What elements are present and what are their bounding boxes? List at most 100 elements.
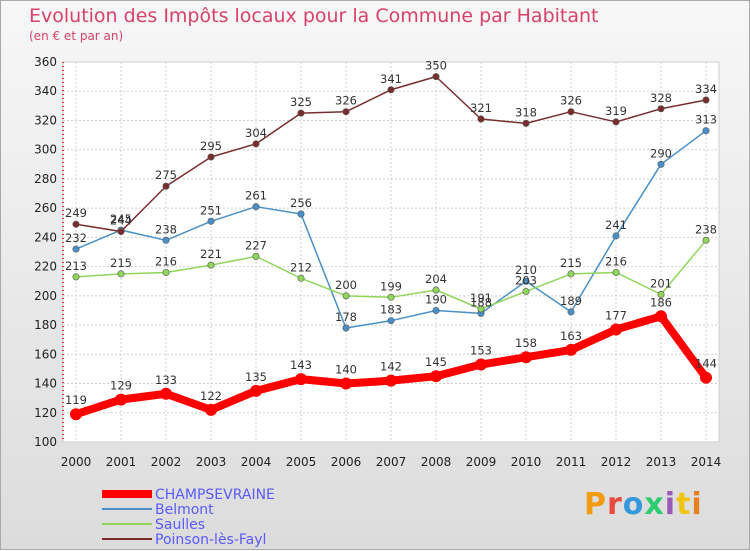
data-label-poinson-l-s-fayl: 304 [245,126,267,140]
data-point-champsevraine [475,358,487,371]
data-point-belmont [162,236,170,244]
data-label-saulles: 227 [245,238,267,252]
logo-letter: P [584,487,607,522]
data-label-saulles: 238 [695,222,717,236]
data-label-saulles: 221 [200,247,222,261]
data-label-champsevraine: 119 [65,393,87,407]
data-point-belmont [387,317,395,325]
x-tick-label: 2014 [691,455,722,469]
x-tick-label: 2001 [106,455,137,469]
data-label-saulles: 216 [155,254,177,268]
legend-label: Belmont [155,502,214,518]
y-tick-label: 300 [34,143,57,157]
legend-label: CHAMPSEVRAINE [155,487,275,503]
data-point-saulles [162,268,170,276]
data-label-saulles: 204 [425,272,447,286]
x-tick-label: 2004 [241,455,272,469]
data-point-saulles [657,290,665,298]
data-label-poinson-l-s-fayl: 328 [650,91,672,105]
data-labels: 232 245 238 251 261 256 178 183 190 188 210 189 241 2… [65,59,717,408]
x-tick-label: 2008 [421,455,452,469]
data-point-saulles [387,293,395,301]
data-label-poinson-l-s-fayl: 350 [425,59,447,73]
data-point-belmont [297,210,305,218]
x-tick-label: 2006 [331,455,362,469]
data-label-champsevraine: 153 [470,344,492,358]
data-point-saulles [702,236,710,244]
data-point-saulles [432,286,440,294]
y-tick-label: 340 [34,84,57,98]
data-label-saulles: 215 [560,256,582,270]
y-tick-label: 100 [34,435,57,449]
data-point-poinson-l-s-fayl [522,119,530,127]
data-label-belmont: 290 [650,146,672,160]
x-tick-label: 2007 [376,455,407,469]
data-label-poinson-l-s-fayl: 319 [605,104,627,118]
data-label-belmont: 251 [200,203,222,217]
y-tick-label: 260 [34,201,57,215]
data-label-poinson-l-s-fayl: 244 [110,214,132,228]
data-label-belmont: 261 [245,189,267,203]
data-point-saulles [612,268,620,276]
chart-subtitle: (en € et par an) [29,29,124,43]
data-label-champsevraine: 163 [560,329,582,343]
data-point-poinson-l-s-fayl [297,109,305,117]
data-label-champsevraine: 140 [335,363,357,377]
data-label-champsevraine: 177 [605,308,627,322]
data-point-poinson-l-s-fayl [702,96,710,104]
data-label-poinson-l-s-fayl: 341 [380,72,402,86]
data-point-saulles [477,305,485,313]
data-point-belmont [432,306,440,314]
y-tick-label: 160 [34,347,57,361]
data-point-saulles [297,274,305,282]
data-point-champsevraine [610,323,622,336]
y-tick-label: 200 [34,289,57,303]
data-point-champsevraine [655,310,667,323]
data-label-saulles: 212 [290,260,312,274]
data-label-belmont: 256 [290,196,312,210]
data-point-champsevraine [340,377,352,390]
data-label-champsevraine: 143 [290,358,312,372]
y-tick-label: 180 [34,318,57,332]
data-point-champsevraine [430,370,442,383]
x-tick-label: 2011 [556,455,587,469]
data-point-champsevraine [250,384,262,397]
data-point-poinson-l-s-fayl [432,73,440,81]
data-point-belmont [72,245,80,253]
data-label-saulles: 200 [335,278,357,292]
data-point-saulles [117,270,125,278]
y-tick-label: 220 [34,260,57,274]
data-point-belmont [252,203,260,211]
y-tick-label: 360 [34,55,57,69]
logo-letter: t [676,487,692,522]
y-tick-label: 240 [34,230,57,244]
x-tick-label: 2012 [601,455,632,469]
data-point-belmont [522,277,530,285]
data-label-saulles: 216 [605,254,627,268]
data-label-poinson-l-s-fayl: 295 [200,139,222,153]
data-point-poinson-l-s-fayl [612,118,620,126]
legend: CHAMPSEVRAINEBelmontSaullesPoinson-lès-F… [102,487,275,548]
data-label-belmont: 189 [560,294,582,308]
data-point-champsevraine [205,403,217,416]
data-point-saulles [567,270,575,278]
data-label-saulles: 215 [110,256,132,270]
data-label-poinson-l-s-fayl: 326 [560,94,582,108]
data-label-champsevraine: 142 [380,360,402,374]
data-label-saulles: 199 [380,279,402,293]
data-point-belmont [342,324,350,332]
data-point-poinson-l-s-fayl [72,220,80,228]
data-label-champsevraine: 135 [245,370,267,384]
data-point-champsevraine [385,374,397,387]
data-label-poinson-l-s-fayl: 325 [290,95,312,109]
data-label-champsevraine: 133 [155,373,177,387]
data-label-champsevraine: 129 [110,379,132,393]
x-tick-label: 2000 [61,455,92,469]
data-point-poinson-l-s-fayl [657,105,665,113]
series-lines [70,73,712,421]
data-label-poinson-l-s-fayl: 275 [155,168,177,182]
x-tick-label: 2002 [151,455,182,469]
x-tick-label: 2010 [511,455,542,469]
